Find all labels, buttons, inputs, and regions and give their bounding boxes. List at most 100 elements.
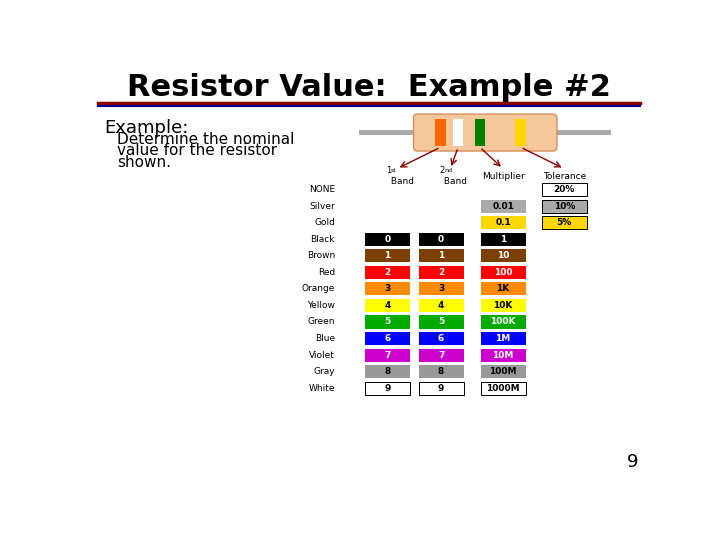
- Bar: [481, 332, 526, 345]
- Bar: [481, 315, 526, 328]
- Bar: [481, 382, 526, 395]
- Text: Violet: Violet: [309, 350, 335, 360]
- Bar: [365, 282, 410, 295]
- Bar: [365, 299, 410, 312]
- Text: nd: nd: [444, 168, 452, 173]
- Bar: [481, 348, 526, 362]
- Text: 10: 10: [497, 251, 509, 260]
- Text: 1: 1: [438, 251, 444, 260]
- Text: 8: 8: [438, 367, 444, 376]
- Bar: [418, 365, 464, 378]
- Text: 9: 9: [627, 454, 639, 471]
- Text: 9: 9: [438, 384, 444, 393]
- Text: Band: Band: [441, 177, 467, 186]
- Text: 2: 2: [438, 268, 444, 277]
- Text: 3: 3: [384, 285, 391, 293]
- Text: st: st: [391, 168, 397, 173]
- Bar: [481, 233, 526, 246]
- Text: 1000M: 1000M: [486, 384, 520, 393]
- Text: 5: 5: [384, 318, 391, 327]
- Bar: [365, 315, 410, 328]
- Text: shown.: shown.: [117, 155, 171, 170]
- Text: 5: 5: [438, 318, 444, 327]
- Bar: [418, 315, 464, 328]
- Text: 7: 7: [384, 350, 391, 360]
- Text: 0: 0: [384, 235, 391, 244]
- Bar: [418, 282, 464, 295]
- Text: 2: 2: [439, 166, 445, 175]
- Bar: [542, 216, 587, 229]
- Bar: [481, 249, 526, 262]
- Text: Orange: Orange: [302, 285, 335, 293]
- Bar: [481, 365, 526, 378]
- Text: 1: 1: [500, 235, 506, 244]
- Text: Band: Band: [387, 177, 413, 186]
- Text: 0.01: 0.01: [492, 201, 514, 211]
- Text: 1M: 1M: [495, 334, 510, 343]
- Text: 6: 6: [438, 334, 444, 343]
- Bar: [418, 249, 464, 262]
- Text: 1: 1: [386, 166, 391, 175]
- Bar: [418, 299, 464, 312]
- Bar: [359, 130, 421, 135]
- Text: 10%: 10%: [554, 201, 575, 211]
- Text: 0.1: 0.1: [495, 218, 511, 227]
- Text: Example:: Example:: [104, 119, 189, 137]
- Text: 8: 8: [384, 367, 391, 376]
- Text: Brown: Brown: [307, 251, 335, 260]
- Text: Gold: Gold: [314, 218, 335, 227]
- Bar: [481, 216, 526, 229]
- Bar: [418, 233, 464, 246]
- Text: 3: 3: [438, 285, 444, 293]
- Text: 0: 0: [438, 235, 444, 244]
- Text: Red: Red: [318, 268, 335, 277]
- Text: Determine the nominal: Determine the nominal: [117, 132, 294, 147]
- Bar: [453, 119, 463, 146]
- Bar: [418, 266, 464, 279]
- Bar: [418, 382, 464, 395]
- Text: value for the resistor: value for the resistor: [117, 143, 277, 158]
- Bar: [365, 382, 410, 395]
- Text: Resistor Value:  Example #2: Resistor Value: Example #2: [127, 73, 611, 103]
- Bar: [365, 332, 410, 345]
- Text: 4: 4: [384, 301, 391, 310]
- Text: 10K: 10K: [493, 301, 513, 310]
- Bar: [549, 130, 611, 135]
- Text: 4: 4: [438, 301, 444, 310]
- Bar: [481, 299, 526, 312]
- Text: Gray: Gray: [313, 367, 335, 376]
- Text: Tolerance: Tolerance: [543, 172, 586, 181]
- Text: 20%: 20%: [554, 185, 575, 194]
- Bar: [481, 200, 526, 213]
- FancyBboxPatch shape: [413, 114, 557, 151]
- Bar: [418, 332, 464, 345]
- Text: 100K: 100K: [490, 318, 516, 327]
- Bar: [436, 119, 446, 146]
- Text: 5%: 5%: [557, 218, 572, 227]
- Bar: [365, 348, 410, 362]
- Text: Silver: Silver: [309, 201, 335, 211]
- Text: White: White: [308, 384, 335, 393]
- Text: 1K: 1K: [497, 285, 510, 293]
- Text: NONE: NONE: [309, 185, 335, 194]
- Text: Blue: Blue: [315, 334, 335, 343]
- Bar: [365, 365, 410, 378]
- Text: 2: 2: [384, 268, 391, 277]
- Text: 9: 9: [384, 384, 391, 393]
- Bar: [365, 266, 410, 279]
- Text: 10M: 10M: [492, 350, 514, 360]
- Text: Multiplier: Multiplier: [482, 172, 524, 181]
- Text: 1: 1: [384, 251, 391, 260]
- Bar: [516, 119, 526, 146]
- Text: Yellow: Yellow: [307, 301, 335, 310]
- Bar: [481, 282, 526, 295]
- Bar: [418, 348, 464, 362]
- Text: Green: Green: [307, 318, 335, 327]
- Bar: [365, 249, 410, 262]
- Bar: [474, 119, 485, 146]
- Text: 7: 7: [438, 350, 444, 360]
- Text: 100M: 100M: [490, 367, 517, 376]
- Bar: [365, 233, 410, 246]
- Bar: [542, 183, 587, 196]
- Text: 100: 100: [494, 268, 513, 277]
